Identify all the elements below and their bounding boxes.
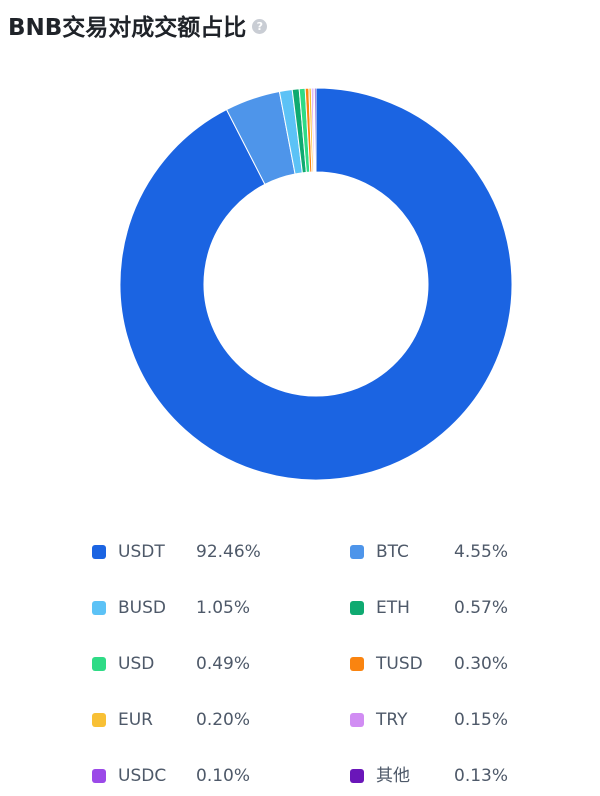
legend-swatch xyxy=(92,601,106,615)
legend-label: 其他 xyxy=(376,766,410,786)
legend-item[interactable]: TRY 0.15% xyxy=(350,708,530,732)
chart-title: BNB交易对成交额占比 ? xyxy=(8,8,268,42)
legend-item[interactable]: BTC 4.55% xyxy=(350,540,530,564)
legend-label: EUR xyxy=(118,710,153,730)
chart-legend: USDT 92.46% BTC 4.55% BUSD 1.05% ETH 0.57% USD 0.… xyxy=(0,522,600,792)
legend-label: BUSD xyxy=(118,598,166,618)
legend-value: 0.49% xyxy=(196,654,251,674)
legend-item[interactable]: 其他 0.13% xyxy=(350,764,530,788)
legend-item[interactable]: TUSD 0.30% xyxy=(350,652,530,676)
legend-label: TUSD xyxy=(376,654,423,674)
legend-swatch xyxy=(92,545,106,559)
legend-swatch xyxy=(350,713,364,727)
legend-label: TRY xyxy=(376,710,408,730)
legend-item[interactable]: EUR 0.20% xyxy=(92,708,272,732)
legend-swatch xyxy=(92,769,106,783)
help-question-icon[interactable]: ? xyxy=(252,19,268,34)
legend-value: 0.13% xyxy=(454,766,509,786)
legend-swatch xyxy=(350,657,364,671)
legend-item[interactable]: ETH 0.57% xyxy=(350,596,530,620)
legend-label: ETH xyxy=(376,598,410,618)
donut-slice-其他[interactable] xyxy=(313,87,317,173)
legend-swatch xyxy=(350,769,364,783)
legend-item[interactable]: USDC 0.10% xyxy=(92,764,272,788)
legend-value: 0.10% xyxy=(196,766,251,786)
legend-label: USDC xyxy=(118,766,167,786)
legend-label: USD xyxy=(118,654,155,674)
legend-value: 0.15% xyxy=(454,710,509,730)
legend-swatch xyxy=(92,713,106,727)
legend-item[interactable]: USD 0.49% xyxy=(92,652,272,676)
donut-slice-USDT[interactable] xyxy=(119,87,513,481)
donut-chart xyxy=(119,87,513,481)
legend-value: 92.46% xyxy=(196,542,261,562)
legend-swatch xyxy=(350,601,364,615)
legend-item[interactable]: USDT 92.46% xyxy=(92,540,272,564)
legend-value: 1.05% xyxy=(196,598,251,618)
donut-chart-area xyxy=(119,87,513,481)
legend-label: BTC xyxy=(376,542,409,562)
legend-value: 4.55% xyxy=(454,542,509,562)
legend-value: 0.57% xyxy=(454,598,509,618)
legend-swatch xyxy=(350,545,364,559)
legend-value: 0.30% xyxy=(454,654,509,674)
legend-item[interactable]: BUSD 1.05% xyxy=(92,596,272,620)
legend-swatch xyxy=(92,657,106,671)
legend-value: 0.20% xyxy=(196,710,251,730)
chart-title-text: BNB交易对成交额占比 xyxy=(8,15,247,41)
legend-label: USDT xyxy=(118,542,165,562)
